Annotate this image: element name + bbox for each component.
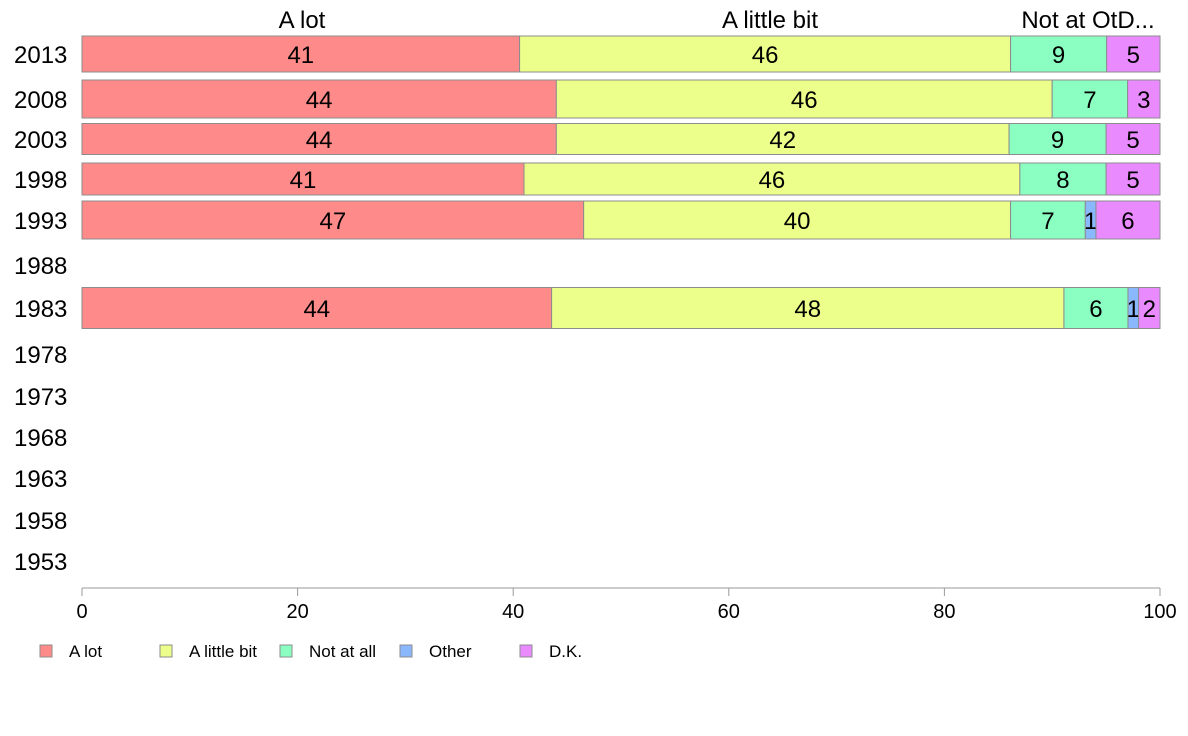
- legend-swatch-not-at-all: [279, 644, 293, 658]
- value-label-1998-d-k-: 5: [1126, 167, 1139, 194]
- x-tick-label-20: 20: [286, 601, 308, 623]
- legend-swatch-a-lot: [39, 644, 53, 658]
- header-label-2: Not at OtD...: [1021, 7, 1154, 34]
- value-label-2008-d-k-: 3: [1137, 87, 1150, 114]
- bar-2008-a-little-bit: [555, 79, 1053, 119]
- bars: 41 46 9 544 46 7 344 42 9 541 46 8 547 40 7 1 644 48 6 1 2: [81, 35, 1161, 329]
- legend-label-d-k-: D.K.: [549, 642, 582, 661]
- column-header-labels: A lot A little bit Not at OtD...: [279, 7, 1155, 34]
- value-label-2013-not-at-all: 9: [1052, 42, 1065, 69]
- value-label-1998-a-lot: 41: [290, 167, 317, 194]
- legend-label-other: Other: [429, 642, 472, 661]
- legend-label-not-at-all: Not at all: [309, 642, 376, 661]
- year-label-1993: 1993: [14, 208, 67, 235]
- value-label-1998-a-little-bit: 46: [759, 167, 786, 194]
- bar-2003-a-little-bit: [555, 123, 1010, 155]
- value-label-2003-a-little-bit: 42: [769, 127, 796, 154]
- bar-2013-a-little-bit: [519, 35, 1012, 73]
- legend-swatch-a-little-bit: [159, 644, 173, 658]
- legend-swatch-other: [399, 644, 413, 658]
- year-label-1958: 1958: [14, 508, 67, 535]
- year-label-1968: 1968: [14, 425, 67, 452]
- year-label-1973: 1973: [14, 384, 67, 411]
- value-label-2008-not-at-all: 7: [1083, 87, 1096, 114]
- value-label-2013-d-k-: 5: [1127, 42, 1140, 69]
- year-label-1978: 1978: [14, 342, 67, 369]
- value-label-1983-a-lot: 44: [303, 296, 330, 323]
- legend-label-a-little-bit: A little bit: [189, 642, 257, 661]
- bar-2013-d-k-: [1106, 35, 1161, 73]
- legend-label-a-lot: A lot: [69, 642, 102, 661]
- bar-1993-not-at-all: [1010, 200, 1086, 240]
- bar-1998-a-lot: [81, 162, 525, 196]
- bar-2013-not-at-all: [1010, 35, 1108, 73]
- value-label-1983-not-at-all: 6: [1089, 296, 1102, 323]
- x-tick-label-0: 0: [76, 601, 87, 623]
- value-label-1993-not-at-all: 7: [1041, 208, 1054, 235]
- value-label-2013-a-lot: 41: [287, 42, 314, 69]
- bar-1983-a-little-bit: [551, 287, 1065, 329]
- value-label-1993-a-lot: 47: [319, 208, 346, 235]
- value-label-2003-not-at-all: 9: [1051, 127, 1064, 154]
- bar-2003-a-lot: [81, 123, 557, 155]
- value-label-2008-a-little-bit: 46: [791, 87, 818, 114]
- legend-swatch-d-k-: [519, 644, 533, 658]
- year-axis-labels: 2013 2008 2003 1998 1993 1988 1983 1978 1973 1968…: [14, 42, 67, 576]
- bar-1993-a-lot: [81, 200, 585, 240]
- value-label-1993-a-little-bit: 40: [784, 208, 811, 235]
- value-label-1983-other: 1: [1127, 296, 1140, 323]
- bar-2003-d-k-: [1105, 123, 1161, 155]
- x-tick-label-60: 60: [718, 601, 740, 623]
- year-label-1963: 1963: [14, 466, 67, 493]
- value-label-2003-d-k-: 5: [1126, 127, 1139, 154]
- value-label-2008-a-lot: 44: [306, 87, 333, 114]
- value-label-1998-not-at-all: 8: [1056, 167, 1069, 194]
- bar-2008-d-k-: [1127, 79, 1161, 119]
- x-tick-label-100: 100: [1143, 601, 1176, 623]
- bar-2008-not-at-all: [1051, 79, 1129, 119]
- value-label-1983-a-little-bit: 48: [794, 296, 821, 323]
- bar-1998-d-k-: [1105, 162, 1161, 196]
- bar-1983-d-k-: [1138, 287, 1161, 329]
- bar-1998-a-little-bit: [523, 162, 1021, 196]
- year-label-1998: 1998: [14, 167, 67, 194]
- legend: A lot A little bit Not at all Other D.K.: [39, 642, 582, 661]
- year-label-1953: 1953: [14, 549, 67, 576]
- x-axis: 0 20 40 60 80 100: [76, 587, 1177, 623]
- header-label-0: A lot: [279, 7, 326, 34]
- year-label-2013: 2013: [14, 42, 67, 69]
- x-tick-label-40: 40: [502, 601, 524, 623]
- bar-2008-a-lot: [81, 79, 557, 119]
- value-label-1983-d-k-: 2: [1143, 296, 1156, 323]
- year-label-1983: 1983: [14, 296, 67, 323]
- year-label-2008: 2008: [14, 87, 67, 114]
- value-label-2003-a-lot: 44: [306, 127, 333, 154]
- value-label-2013-a-little-bit: 46: [752, 42, 779, 69]
- header-label-1: A little bit: [722, 7, 818, 34]
- year-label-2003: 2003: [14, 127, 67, 154]
- value-label-1993-other: 1: [1084, 208, 1097, 235]
- bar-1993-d-k-: [1095, 200, 1161, 240]
- year-label-1988: 1988: [14, 253, 67, 280]
- bar-2013-a-lot: [81, 35, 521, 73]
- x-tick-label-80: 80: [933, 601, 955, 623]
- bar-1993-a-little-bit: [583, 200, 1012, 240]
- value-label-1993-d-k-: 6: [1121, 208, 1134, 235]
